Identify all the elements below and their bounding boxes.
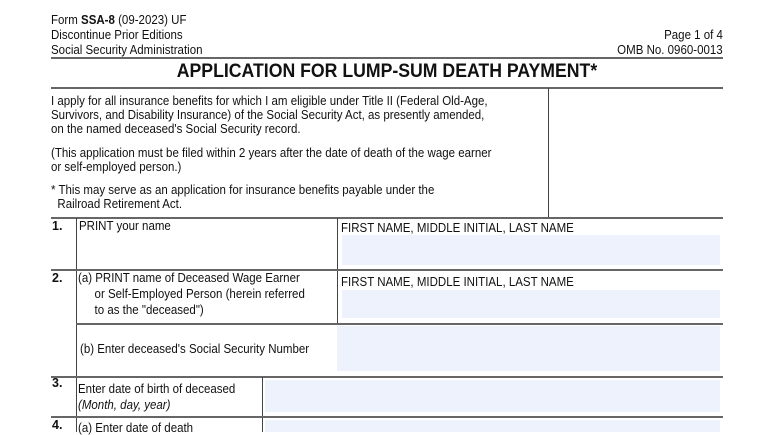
q4-label: (a) Enter date of death [78, 421, 194, 435]
deceased-name-input[interactable] [342, 290, 720, 318]
q1-label: PRINT your name [79, 219, 171, 233]
divider [548, 88, 549, 217]
q2a-hint: FIRST NAME, MIDDLE INITIAL, LAST NAME [341, 275, 574, 289]
agency-name: Social Security Administration [51, 43, 203, 57]
omb-number: OMB No. 0960-0013 [617, 43, 723, 57]
discontinue-note: Discontinue Prior Editions [51, 28, 183, 42]
divider [76, 323, 723, 325]
deceased-ssn-input[interactable] [337, 326, 720, 371]
date-of-birth-input[interactable] [265, 380, 720, 412]
item-number: 2. [52, 271, 63, 285]
q1-hint: FIRST NAME, MIDDLE INITIAL, LAST NAME [341, 221, 574, 235]
q2b-label: (b) Enter deceased's Social Security Num… [80, 342, 310, 356]
item-number: 3. [52, 376, 63, 390]
q2a-label: (a) PRINT name of Deceased Wage Earner or… [78, 271, 305, 317]
divider [262, 377, 263, 432]
divider [76, 218, 77, 432]
q3-label: Enter date of birth of deceased [78, 382, 236, 396]
date-of-death-input[interactable] [265, 420, 720, 432]
divider [51, 416, 723, 418]
item-number: 1. [52, 219, 63, 233]
page-title: APPLICATION FOR LUMP-SUM DEATH PAYMENT* [176, 61, 598, 82]
divider [51, 376, 723, 378]
divider [51, 87, 723, 89]
divider [337, 218, 338, 323]
form-id: Form SSA-8 (09-2023) UF [51, 13, 187, 27]
railroad-note: * This may serve as an application for i… [51, 183, 435, 211]
filing-deadline-note: (This application must be filed within 2… [51, 146, 492, 174]
your-name-input[interactable] [342, 235, 720, 265]
divider [51, 57, 723, 59]
divider [51, 217, 723, 219]
divider [51, 269, 723, 271]
page-number: Page 1 of 4 [664, 28, 723, 42]
item-number: 4. [52, 418, 63, 432]
intro-paragraph: I apply for all insurance benefits for w… [51, 94, 488, 136]
q3-sublabel: (Month, day, year) [78, 398, 171, 412]
